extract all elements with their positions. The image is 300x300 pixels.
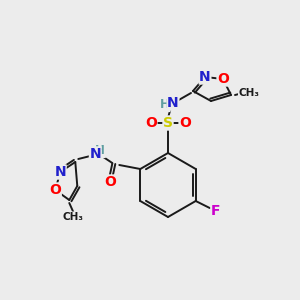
Text: O: O bbox=[145, 116, 157, 130]
Text: CH₃: CH₃ bbox=[238, 88, 260, 98]
Text: F: F bbox=[211, 204, 220, 218]
Text: O: O bbox=[104, 175, 116, 189]
Text: N: N bbox=[55, 165, 66, 179]
Text: O: O bbox=[217, 72, 229, 86]
Text: H: H bbox=[95, 145, 105, 158]
Text: CH₃: CH₃ bbox=[63, 212, 84, 222]
Text: S: S bbox=[163, 116, 173, 130]
Text: H: H bbox=[160, 98, 170, 112]
Text: O: O bbox=[179, 116, 191, 130]
Text: O: O bbox=[49, 183, 61, 197]
Text: N: N bbox=[89, 147, 101, 161]
Text: N: N bbox=[167, 96, 179, 110]
Text: N: N bbox=[199, 70, 211, 84]
